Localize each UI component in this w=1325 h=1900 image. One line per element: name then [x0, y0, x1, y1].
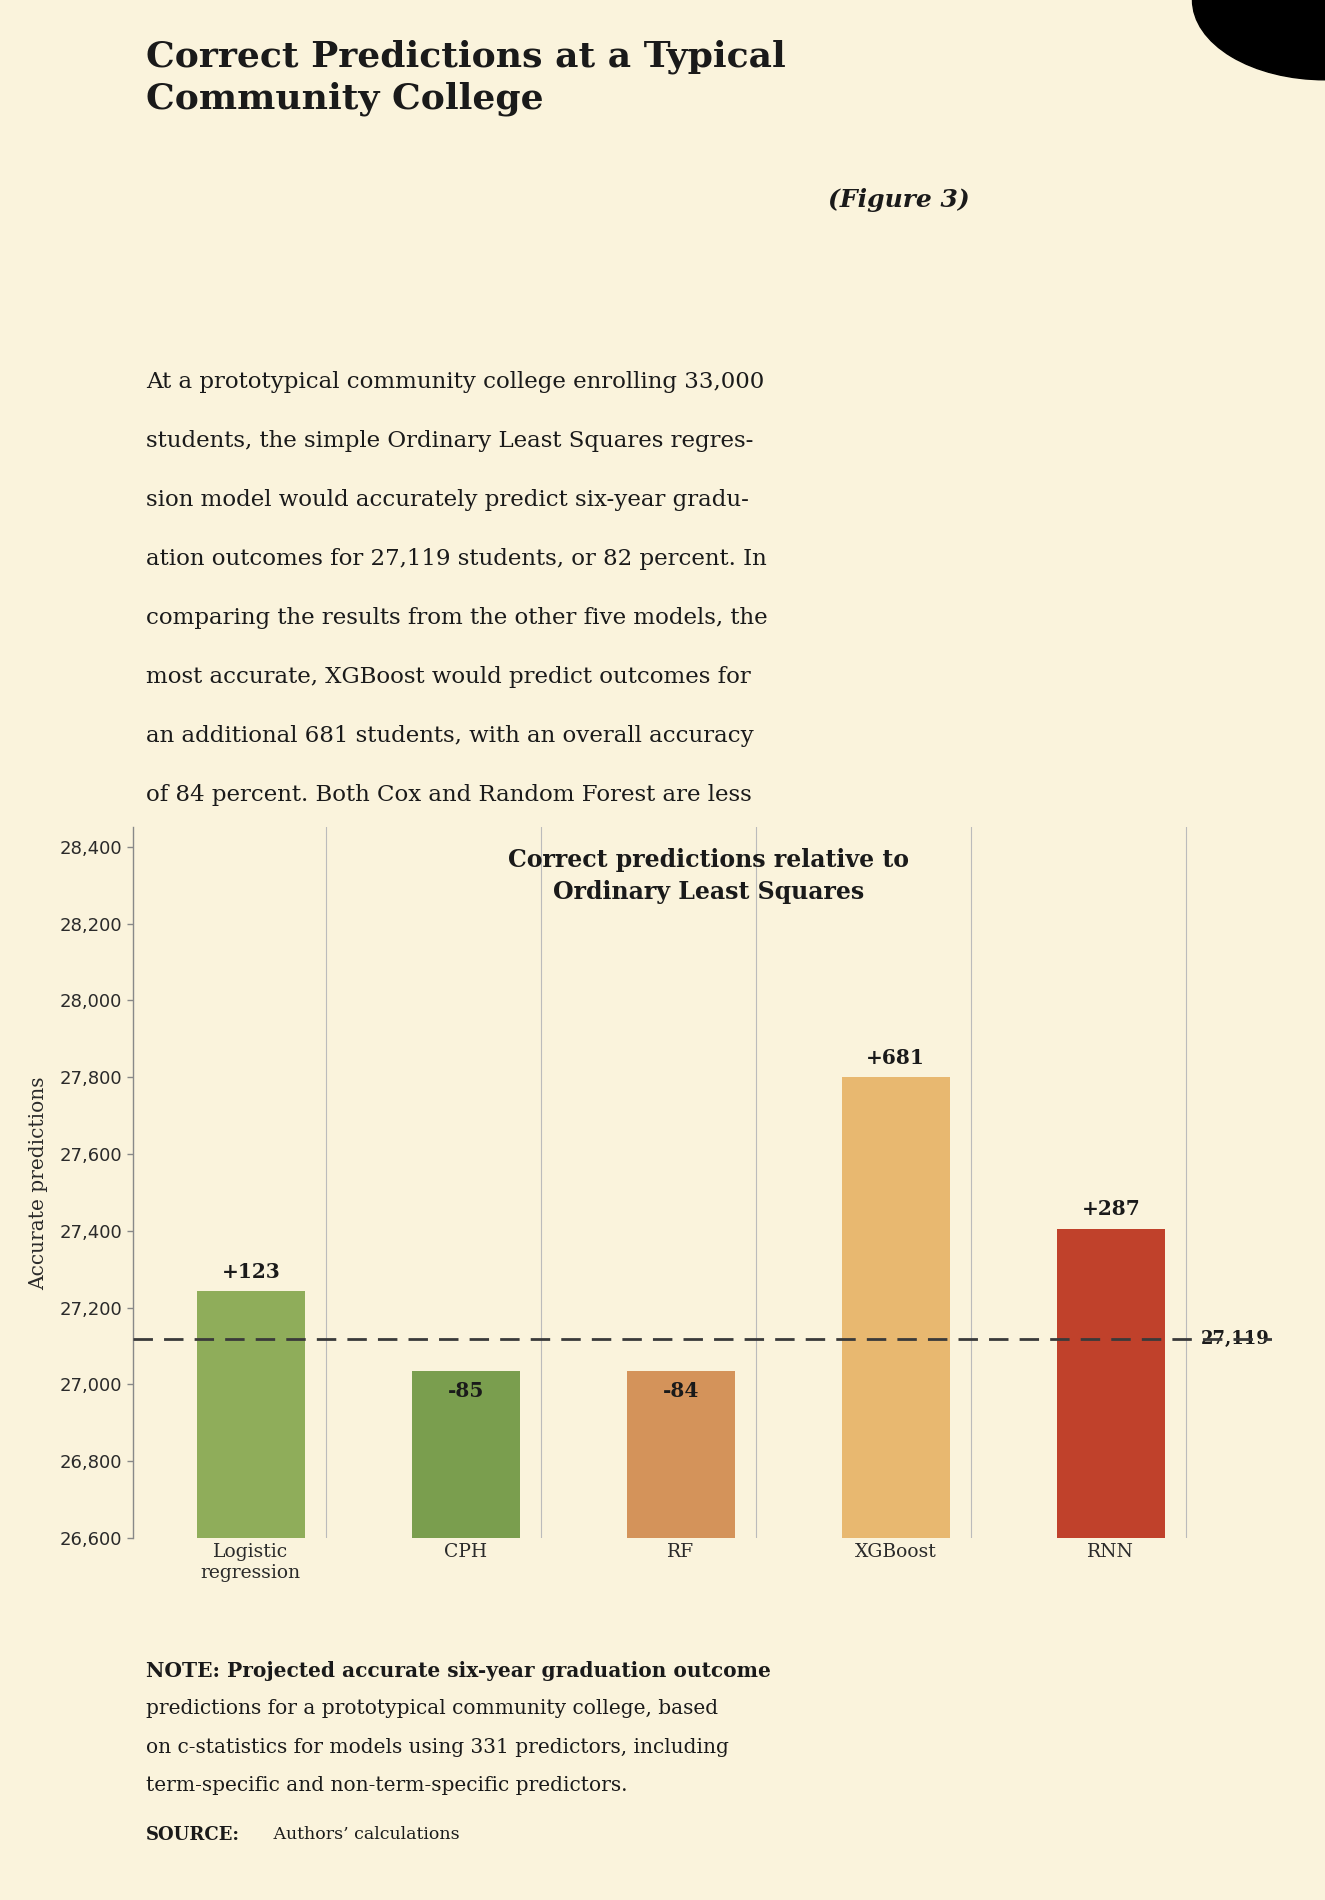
Text: of 84 percent. Both Cox and Random Forest are less: of 84 percent. Both Cox and Random Fores…	[146, 785, 751, 806]
Text: comparing the results from the other five models, the: comparing the results from the other fiv…	[146, 608, 767, 629]
Bar	[412, 1372, 519, 1900]
Wedge shape	[1192, 0, 1325, 80]
Y-axis label: Accurate predictions: Accurate predictions	[29, 1075, 48, 1290]
Text: Authors’ calculations: Authors’ calculations	[268, 1826, 460, 1843]
Text: Correct predictions relative to
Ordinary Least Squares: Correct predictions relative to Ordinary…	[509, 847, 909, 904]
Text: At a prototypical community college enrolling 33,000: At a prototypical community college enro…	[146, 370, 765, 393]
Text: 27,119: 27,119	[1200, 1330, 1269, 1347]
Bar	[197, 1292, 305, 1900]
Text: most accurate, XGBoost would predict outcomes for: most accurate, XGBoost would predict out…	[146, 667, 750, 688]
Text: students, the simple Ordinary Least Squares regres-: students, the simple Ordinary Least Squa…	[146, 429, 753, 452]
Text: +287: +287	[1081, 1199, 1139, 1220]
Text: Correct Predictions at a Typical
Community College: Correct Predictions at a Typical Communi…	[146, 40, 786, 116]
Text: sion model would accurately predict six-year gradu-: sion model would accurately predict six-…	[146, 488, 749, 511]
Text: ation outcomes for 27,119 students, or 82 percent. In: ation outcomes for 27,119 students, or 8…	[146, 549, 766, 570]
Bar	[1057, 1229, 1165, 1900]
Text: on c-statistics for models using 331 predictors, including: on c-statistics for models using 331 pre…	[146, 1738, 729, 1758]
Text: +681: +681	[867, 1047, 925, 1068]
Text: -85: -85	[448, 1381, 484, 1400]
Text: NOTE: Projected accurate six-year graduation outcome: NOTE: Projected accurate six-year gradua…	[146, 1661, 771, 1682]
Text: predictions for a prototypical community college, based: predictions for a prototypical community…	[146, 1699, 718, 1718]
Bar	[841, 1077, 950, 1900]
Text: -84: -84	[662, 1381, 700, 1400]
Text: +123: +123	[221, 1262, 280, 1283]
Text: an additional 681 students, with an overall accuracy: an additional 681 students, with an over…	[146, 726, 754, 747]
Text: accurate than Ordinary Least Squares.: accurate than Ordinary Least Squares.	[146, 844, 596, 866]
Text: term-specific and non-term-specific predictors.: term-specific and non-term-specific pred…	[146, 1776, 627, 1795]
Bar	[627, 1372, 734, 1900]
Text: SOURCE:: SOURCE:	[146, 1826, 240, 1843]
Text: (Figure 3): (Figure 3)	[828, 188, 970, 211]
